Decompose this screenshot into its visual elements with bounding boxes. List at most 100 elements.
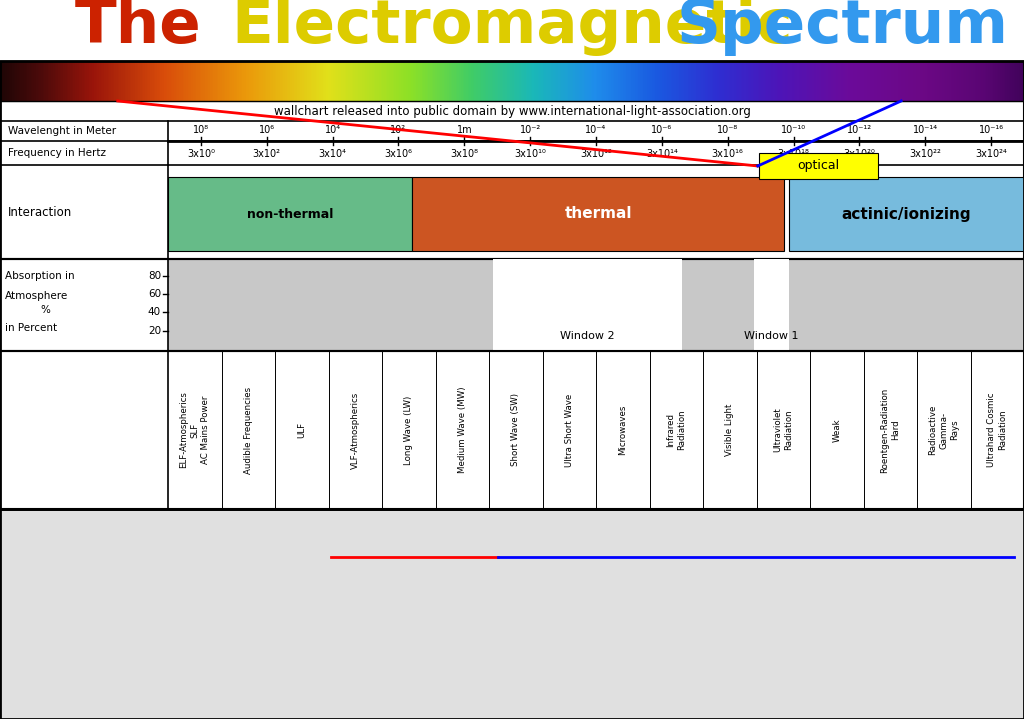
Bar [453,61,454,101]
Bar [94,61,95,101]
Bar [899,61,901,101]
Bar [519,61,520,101]
Bar [325,61,326,101]
Bar [10,61,12,101]
Bar [330,61,331,101]
Bar [852,61,853,101]
Bar [555,61,556,101]
Bar [135,61,136,101]
Bar [75,61,77,101]
Bar [520,61,522,101]
Bar [722,61,724,101]
Bar [945,61,947,101]
Bar [233,61,236,101]
Bar [710,61,712,101]
Bar [575,61,577,101]
Bar [23,61,24,101]
Bar [570,61,571,101]
Bar [442,61,443,101]
Bar [481,61,483,101]
Text: 3x10¹⁸: 3x10¹⁸ [777,149,810,159]
Bar [154,61,156,101]
Bar [315,61,317,101]
Bar [82,61,84,101]
Bar [282,61,284,101]
Bar [261,61,263,101]
Bar [198,61,200,101]
Bar [399,61,401,101]
Bar [273,61,274,101]
Bar [985,61,986,101]
Text: 3x10¹⁶: 3x10¹⁶ [712,149,743,159]
Bar [130,61,131,101]
Bar [404,61,407,101]
Bar [676,61,678,101]
Bar [843,61,845,101]
Bar [740,61,742,101]
Bar [903,61,904,101]
Text: Wavelenght in Meter: Wavelenght in Meter [8,126,116,136]
Bar [474,61,476,101]
Text: ELF-Atmospherics
SLF
AC Mains Power: ELF-Atmospherics SLF AC Mains Power [179,392,210,469]
Bar [824,61,826,101]
Bar [394,61,396,101]
Bar [80,61,82,101]
Bar [807,61,809,101]
Bar [755,61,756,101]
Bar [48,61,49,101]
Bar [745,61,748,101]
Bar [606,61,607,101]
Bar [164,61,166,101]
Bar [203,61,205,101]
Bar [863,61,865,101]
Bar [208,61,210,101]
Bar [341,61,343,101]
Bar [166,61,167,101]
Text: Radioactive
Gamma-
Rays: Radioactive Gamma- Rays [928,405,959,455]
Text: Audible Frequencies: Audible Frequencies [244,386,253,474]
Bar [773,61,775,101]
Bar [642,61,643,101]
Bar [763,61,765,101]
Bar [914,61,916,101]
Bar [653,61,655,101]
Bar [309,61,310,101]
Text: 10⁸: 10⁸ [193,125,209,135]
Bar [478,61,479,101]
Bar [546,61,548,101]
Text: Medium Wave (MW): Medium Wave (MW) [458,387,467,473]
Bar [396,61,397,101]
Bar [364,61,366,101]
Bar [1004,61,1006,101]
Bar [968,61,970,101]
Bar [361,61,364,101]
Bar [607,61,609,101]
Bar [191,61,193,101]
Bar [925,61,927,101]
Bar [622,61,623,101]
Bar [878,61,879,101]
Bar [422,61,423,101]
Bar [660,61,663,101]
Bar [867,61,868,101]
Bar [70,61,72,101]
Bar [908,61,909,101]
Bar [512,61,514,101]
Bar [930,61,932,101]
Bar [821,61,822,101]
Bar [568,61,570,101]
Bar [356,61,358,101]
Bar [266,61,268,101]
Bar [663,61,664,101]
Bar [99,61,100,101]
Bar [148,61,151,101]
Bar [627,61,628,101]
Bar [300,61,302,101]
Bar [495,61,497,101]
Bar [753,61,755,101]
Bar [609,61,611,101]
Bar [1014,61,1016,101]
Bar [581,61,582,101]
Bar [623,61,625,101]
Bar [428,61,430,101]
